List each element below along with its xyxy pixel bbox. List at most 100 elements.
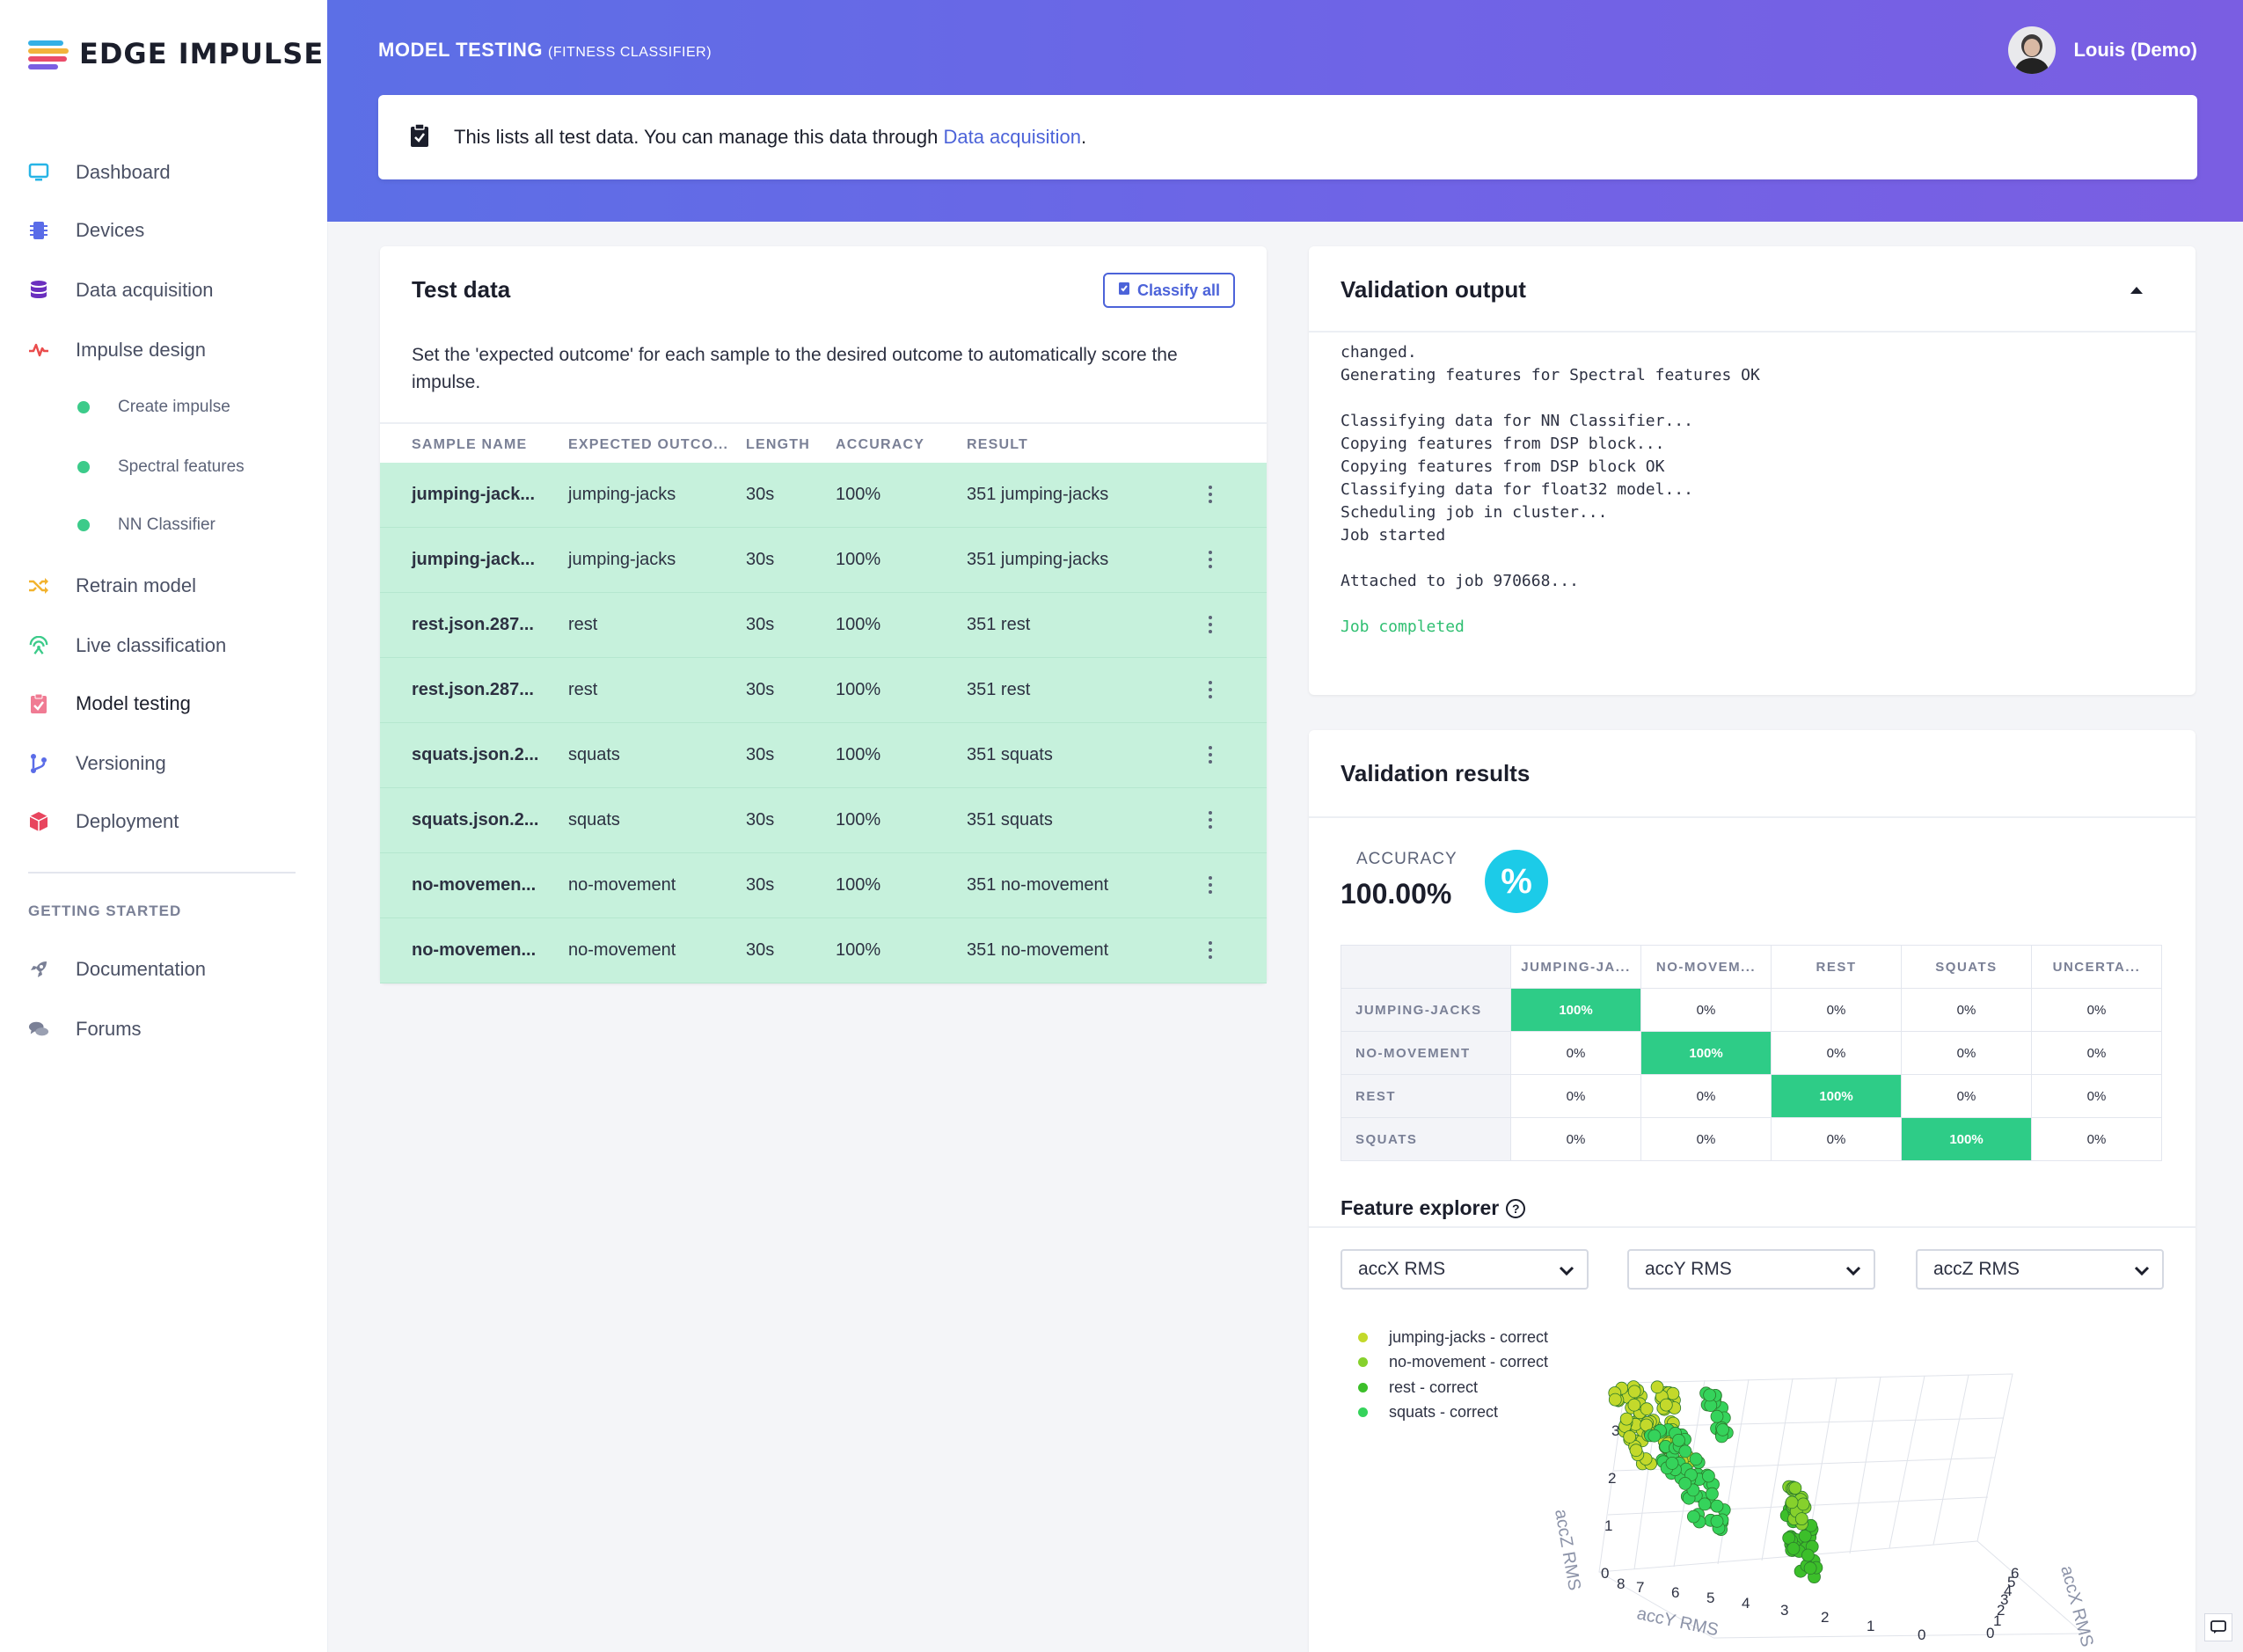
sidebar-item-deployment[interactable]: Deployment <box>28 802 179 841</box>
scatter-point <box>1701 1469 1715 1483</box>
row-menu-icon[interactable] <box>1209 876 1214 895</box>
page-title: MODEL TESTING (FITNESS CLASSIFIER) <box>378 39 712 62</box>
matrix-row-header: SQUATS <box>1341 1117 1511 1161</box>
console-line: Copying features from DSP block OK <box>1341 457 1665 476</box>
z-axis-select[interactable]: accZ RMS <box>1916 1249 2164 1290</box>
test-data-card: Test data Classify all Set the 'expected… <box>380 246 1267 983</box>
x-axis-select[interactable]: accX RMS <box>1341 1249 1589 1290</box>
sample-name: jumping-jack... <box>412 550 536 569</box>
legend-item[interactable]: rest - correct <box>1358 1375 1548 1400</box>
monitor-icon <box>28 162 49 183</box>
sample-result: 351 rest <box>967 680 1031 699</box>
column-header-result[interactable]: RESULT <box>967 437 1029 452</box>
feedback-icon[interactable] <box>2204 1613 2232 1641</box>
table-row[interactable]: rest.json.287... rest 30s 100% 351 rest <box>380 593 1267 658</box>
data-acquisition-link[interactable]: Data acquisition <box>943 126 1082 148</box>
sample-accuracy: 100% <box>836 550 881 569</box>
matrix-cell: 0% <box>1901 1031 2032 1075</box>
legend-item[interactable]: jumping-jacks - correct <box>1358 1325 1548 1350</box>
console-line: Scheduling job in cluster... <box>1341 503 1608 522</box>
sidebar-item-devices[interactable]: Devices <box>28 211 144 250</box>
sidebar-item-data-acquisition[interactable]: Data acquisition <box>28 271 214 310</box>
z-tick: 1 <box>1604 1517 1612 1534</box>
x-tick: 3 <box>2000 1591 2008 1608</box>
scatter-point <box>1710 1514 1724 1528</box>
legend-item[interactable]: squats - correct <box>1358 1400 1548 1426</box>
expected-outcome: jumping-jacks <box>568 550 676 569</box>
sidebar-item-label: Data acquisition <box>76 279 214 301</box>
console-line-completed: Job completed <box>1341 618 1465 636</box>
row-menu-icon[interactable] <box>1209 681 1214 700</box>
validation-output-card: Validation output changed. Generating fea… <box>1309 246 2196 695</box>
y-tick: 6 <box>1671 1584 1679 1601</box>
row-menu-icon[interactable] <box>1209 551 1214 570</box>
legend-label: squats - correct <box>1389 1403 1499 1422</box>
sidebar-subitem-spectral-features[interactable]: Spectral features <box>77 450 245 485</box>
scatter-point <box>1710 1499 1724 1513</box>
column-header-length[interactable]: LENGTH <box>746 437 810 452</box>
table-row[interactable]: squats.json.2... squats 30s 100% 351 squ… <box>380 788 1267 853</box>
sidebar-item-forums[interactable]: Forums <box>28 1010 142 1049</box>
matrix-column-header: NO-MOVEM... <box>1640 945 1772 989</box>
row-menu-icon[interactable] <box>1209 811 1214 830</box>
table-row[interactable]: no-movemen... no-movement 30s 100% 351 n… <box>380 853 1267 918</box>
collapse-caret-icon[interactable] <box>2130 287 2143 294</box>
x-tick: 1 <box>1993 1612 2001 1629</box>
sidebar-item-live-classification[interactable]: Live classification <box>28 626 226 665</box>
status-dot-icon <box>77 519 90 531</box>
table-row[interactable]: rest.json.287... rest 30s 100% 351 rest <box>380 658 1267 723</box>
help-icon[interactable]: ? <box>1506 1198 1526 1218</box>
clipboard-check-icon <box>410 122 429 152</box>
sidebar-heading-getting-started: GETTING STARTED <box>28 903 182 919</box>
console-line: Attached to job 970668... <box>1341 572 1579 590</box>
y-tick: 7 <box>1636 1579 1644 1596</box>
sample-length: 30s <box>746 485 775 504</box>
table-row[interactable]: squats.json.2... squats 30s 100% 351 squ… <box>380 723 1267 788</box>
sidebar-item-versioning[interactable]: Versioning <box>28 744 166 783</box>
scatter-point <box>1786 1541 1801 1555</box>
y-axis-select[interactable]: accY RMS <box>1627 1249 1875 1290</box>
y-tick: 3 <box>1780 1602 1788 1619</box>
column-header-accuracy[interactable]: ACCURACY <box>836 437 925 452</box>
sidebar-item-documentation[interactable]: Documentation <box>28 950 206 989</box>
matrix-cell: 100% <box>1771 1074 1902 1118</box>
user-menu[interactable]: Louis (Demo) <box>2008 26 2197 74</box>
y-tick: 1 <box>1867 1618 1874 1634</box>
sidebar-item-model-testing[interactable]: Model testing <box>28 684 191 723</box>
sample-length: 30s <box>746 875 775 895</box>
table-row[interactable]: jumping-jack... jumping-jacks 30s 100% 3… <box>380 463 1267 528</box>
table-row[interactable]: jumping-jack... jumping-jacks 30s 100% 3… <box>380 528 1267 593</box>
matrix-row-header: REST <box>1341 1074 1511 1118</box>
sidebar-subitem-create-impulse[interactable]: Create impulse <box>77 390 230 425</box>
sample-result: 351 squats <box>967 745 1053 764</box>
row-menu-icon[interactable] <box>1209 616 1214 635</box>
y-tick: 2 <box>1821 1609 1829 1626</box>
console-line: Job started <box>1341 526 1446 545</box>
row-menu-icon[interactable] <box>1209 941 1214 961</box>
expected-outcome: squats <box>568 810 620 830</box>
z-axis-label: accZ RMS <box>1551 1508 1584 1592</box>
scatter-point <box>1648 1429 1662 1443</box>
percent-icon: % <box>1485 850 1548 913</box>
sidebar-item-retrain-model[interactable]: Retrain model <box>28 567 196 605</box>
sample-name: rest.json.287... <box>412 680 534 699</box>
classify-all-button[interactable]: Classify all <box>1103 273 1235 308</box>
legend-dot-icon <box>1358 1332 1368 1342</box>
sidebar-item-label: Retrain model <box>76 574 196 596</box>
matrix-column-header: JUMPING-JA... <box>1510 945 1641 989</box>
feature-explorer-3d-plot[interactable]: 0 1 2 3 8 7 6 5 4 3 2 1 0 0 1 2 3 4 5 6 … <box>1485 1365 2118 1647</box>
row-menu-icon[interactable] <box>1209 746 1214 765</box>
table-row[interactable]: no-movemen... no-movement 30s 100% 351 n… <box>380 918 1267 983</box>
column-header-expected-outcome[interactable]: EXPECTED OUTCO... <box>568 437 729 452</box>
edge-impulse-logo[interactable]: EDGE IMPULSE <box>28 37 324 70</box>
row-menu-icon[interactable] <box>1209 486 1214 505</box>
scatter-point <box>1608 1393 1622 1407</box>
y-tick: 4 <box>1742 1595 1750 1612</box>
legend-item[interactable]: no-movement - correct <box>1358 1350 1548 1376</box>
sidebar-item-impulse-design[interactable]: Impulse design <box>28 331 206 369</box>
sidebar-subitem-nn-classifier[interactable]: NN Classifier <box>77 508 216 543</box>
sidebar-item-dashboard[interactable]: Dashboard <box>28 153 171 192</box>
scatter-point <box>1665 1457 1679 1470</box>
column-header-sample-name[interactable]: SAMPLE NAME <box>412 437 528 452</box>
console-line: Classifying data for NN Classifier... <box>1341 412 1693 430</box>
